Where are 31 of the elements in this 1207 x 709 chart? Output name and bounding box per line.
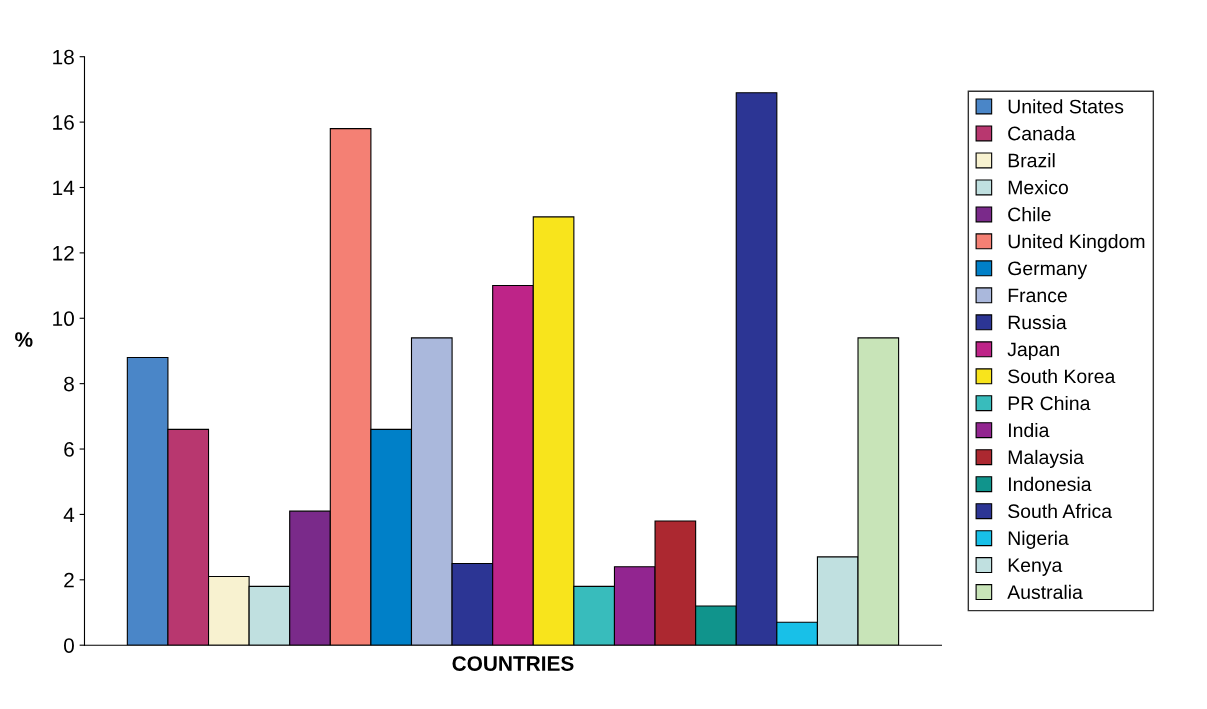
- legend-label: Nigeria: [1008, 530, 1069, 549]
- y-tick-label: 6: [64, 442, 74, 457]
- legend-label: France: [1008, 288, 1067, 303]
- legend-label: Malaysia: [1008, 449, 1084, 468]
- y-tick-label: 2: [64, 572, 74, 588]
- legend-label: India: [1009, 422, 1050, 438]
- x-axis-title: COUNTRIES: [452, 656, 574, 671]
- y-tick-label: 8: [64, 376, 74, 392]
- y-tick-label: 12: [53, 245, 74, 261]
- legend-label: Russia: [1008, 314, 1067, 330]
- legend-label: Brazil: [1008, 153, 1055, 168]
- legend-label: Mexico: [1008, 180, 1068, 195]
- legend-label: South Africa: [1008, 503, 1113, 519]
- legend-label: Australia: [1007, 584, 1083, 600]
- y-tick-label: 0: [64, 638, 74, 653]
- legend-label: Canada: [1008, 126, 1076, 141]
- legend-label: United Kingdom: [1008, 234, 1145, 253]
- legend-label: United States: [1008, 99, 1124, 114]
- legend-label: South Korea: [1008, 368, 1116, 384]
- legend-label: PR China: [1008, 395, 1091, 411]
- y-tick-label: 16: [53, 115, 74, 130]
- legend-label: Germany: [1008, 261, 1088, 280]
- y-tick-label: 10: [53, 311, 74, 327]
- y-tick-label: 18: [53, 49, 74, 65]
- legend-label: Chile: [1008, 207, 1051, 222]
- y-axis-title: %: [15, 332, 33, 347]
- y-tick-label: 14: [53, 180, 75, 196]
- y-tick-label: 4: [63, 507, 75, 522]
- legend-label: Japan: [1007, 342, 1059, 361]
- legend-label: Kenya: [1008, 558, 1063, 576]
- legend-label: Indonesia: [1009, 476, 1092, 492]
